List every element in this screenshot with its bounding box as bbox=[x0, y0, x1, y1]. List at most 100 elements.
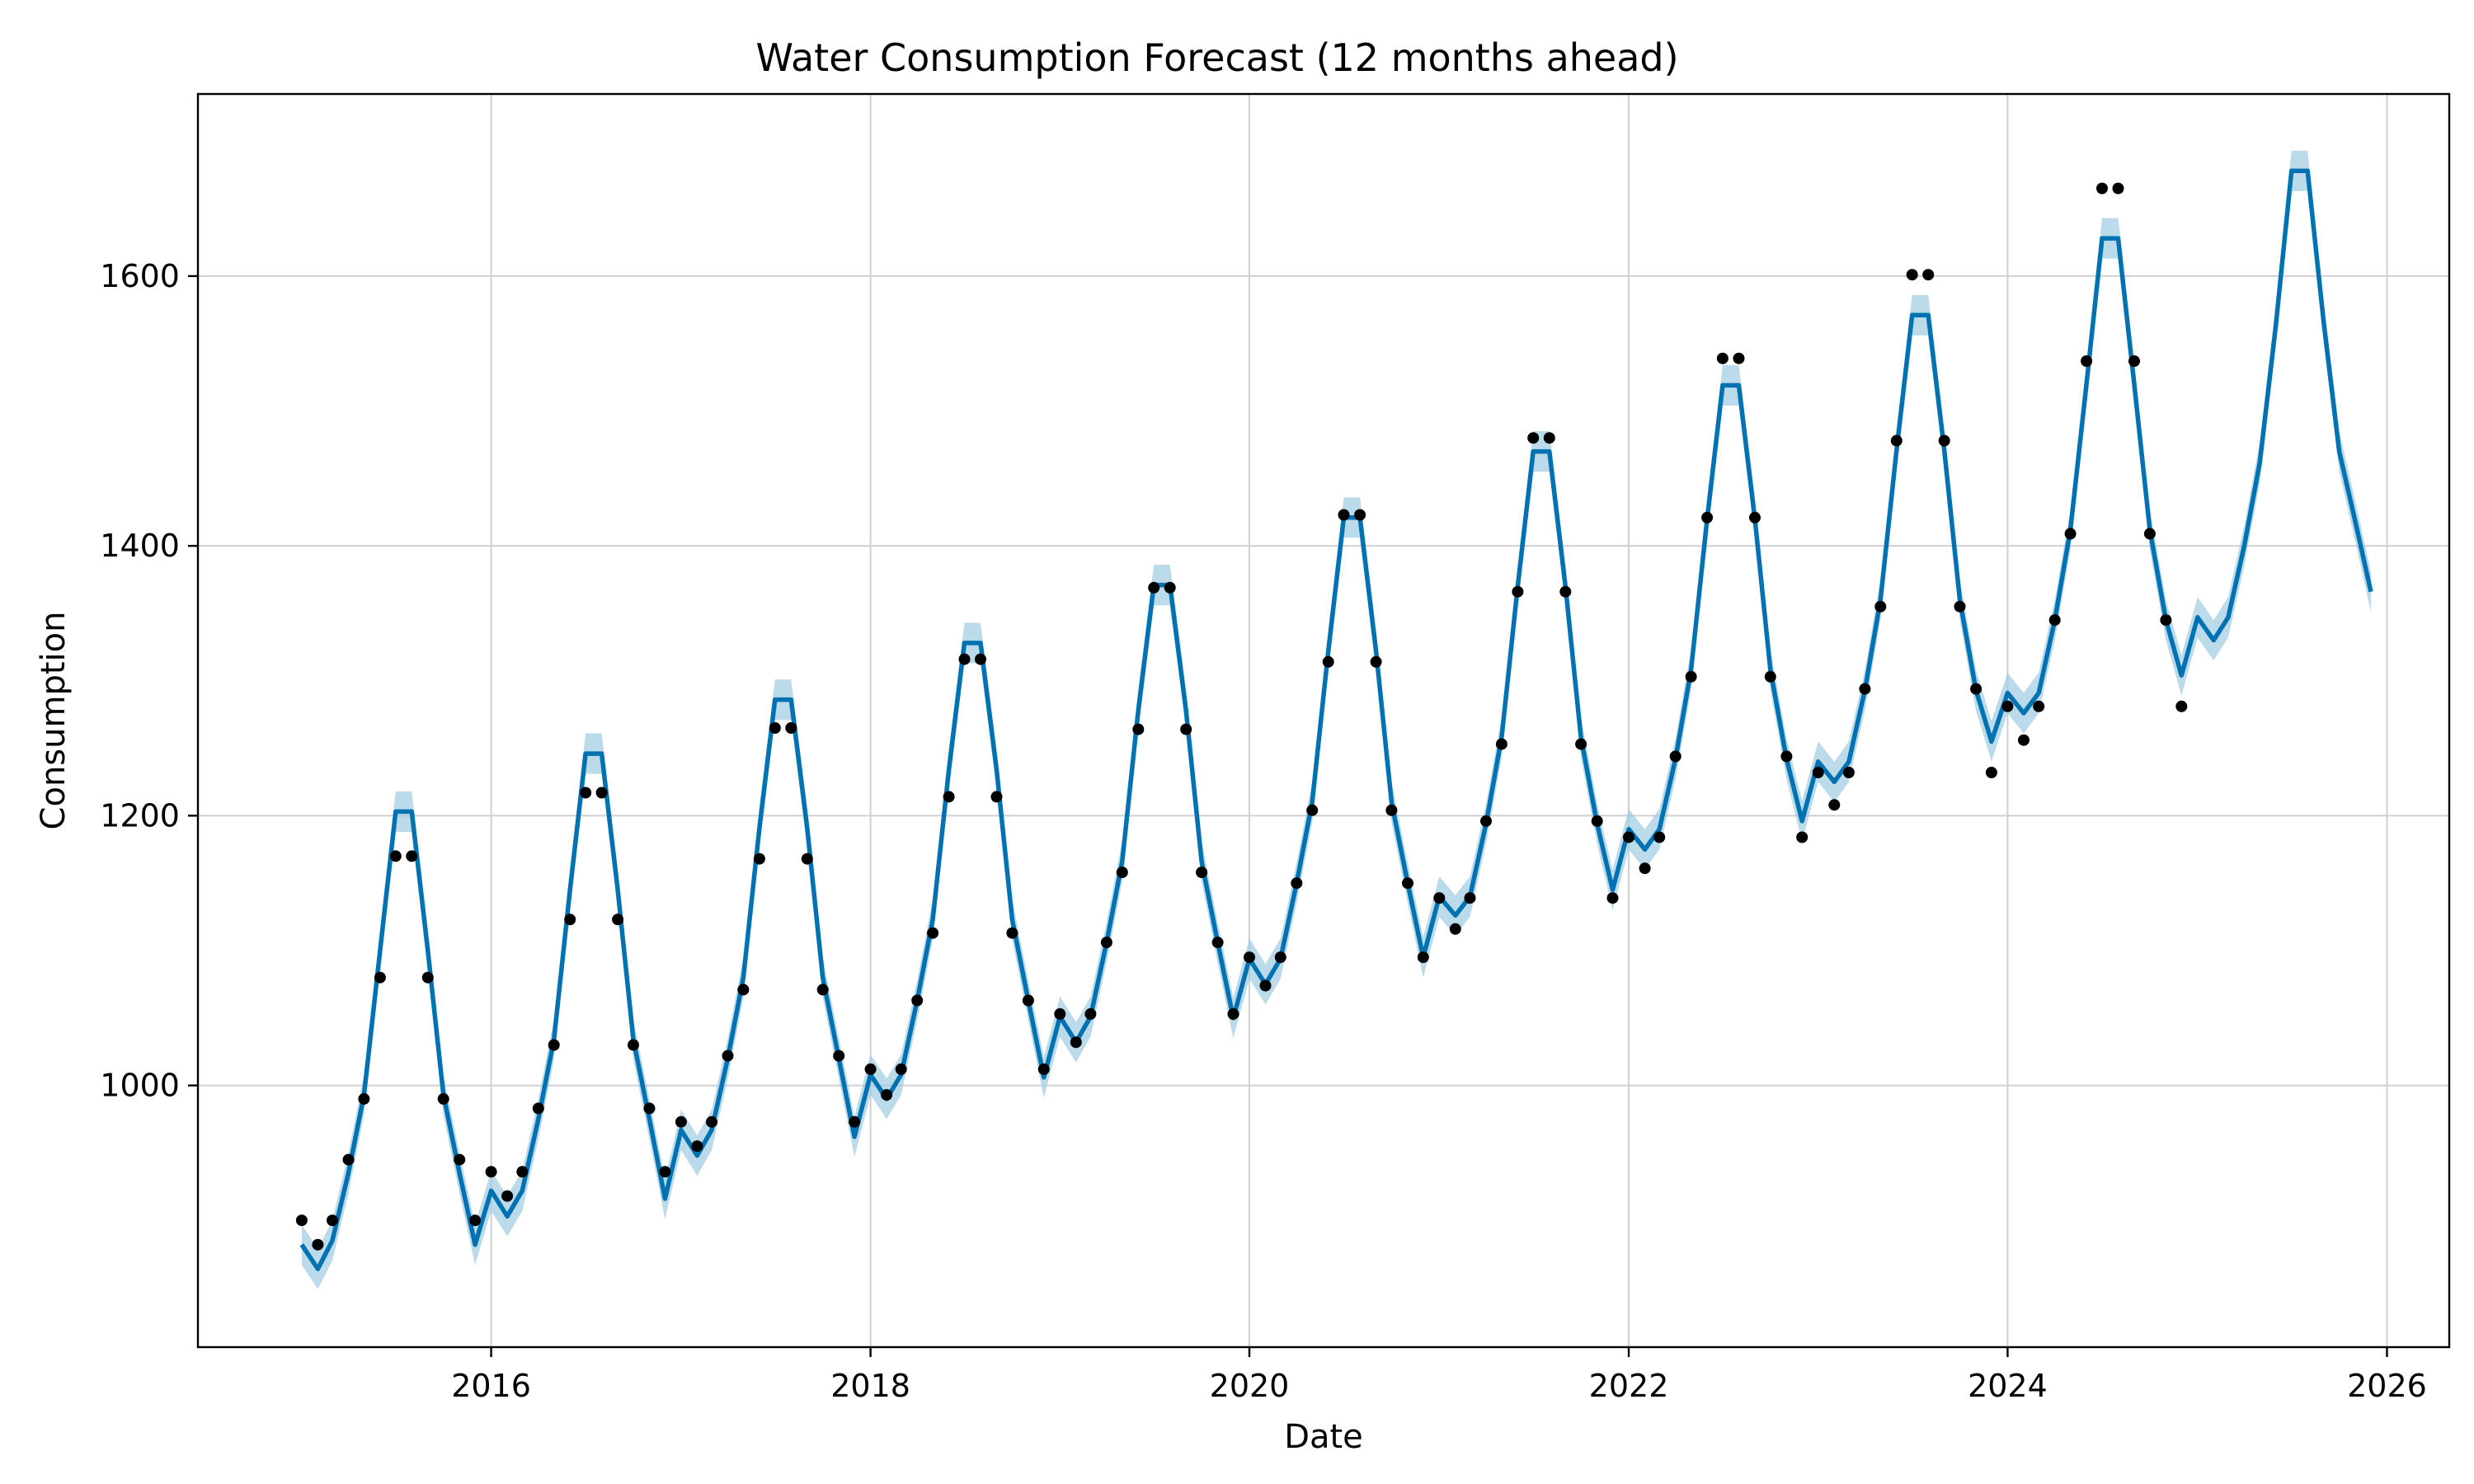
observed-data-point bbox=[1653, 831, 1666, 843]
observed-data-point bbox=[881, 1089, 893, 1101]
observed-data-point bbox=[2160, 614, 2172, 627]
x-tick-label: 2020 bbox=[1210, 1368, 1290, 1404]
observed-data-point bbox=[1495, 738, 1507, 750]
observed-data-point bbox=[816, 984, 829, 996]
observed-data-point bbox=[342, 1153, 355, 1166]
observed-data-point bbox=[1669, 750, 1681, 763]
observed-data-point bbox=[2128, 355, 2140, 367]
observed-data-point bbox=[1291, 877, 1303, 890]
observed-data-point bbox=[1764, 670, 1776, 683]
grid-lines bbox=[198, 94, 2449, 1347]
observed-data-point bbox=[1606, 892, 1619, 904]
observed-data-point bbox=[1022, 994, 1034, 1007]
forecast-series-line bbox=[299, 168, 2373, 1271]
y-tick-label: 1000 bbox=[100, 1068, 180, 1104]
observed-data-point bbox=[612, 913, 624, 926]
observed-data-point bbox=[1812, 767, 1824, 778]
observed-data-point bbox=[1433, 892, 1446, 904]
observed-data-point bbox=[1385, 804, 1398, 816]
observed-data-point bbox=[1100, 937, 1112, 949]
observed-data-point bbox=[1685, 670, 1697, 683]
observed-data-point bbox=[2001, 700, 2014, 712]
y-axis-ticks: 1000 1200 1400 1600 bbox=[100, 258, 198, 1104]
observed-data-point bbox=[1575, 738, 1587, 750]
observed-data-point bbox=[706, 1115, 717, 1128]
observed-data-point bbox=[1259, 979, 1272, 992]
observed-data-point bbox=[469, 1214, 482, 1227]
observed-data-point bbox=[1354, 509, 1366, 521]
observed-data-point bbox=[358, 1092, 370, 1105]
y-tick-label: 1600 bbox=[100, 258, 180, 294]
observed-data-point bbox=[1196, 866, 1208, 879]
observed-data-point bbox=[990, 791, 1003, 803]
uncertainty-band bbox=[301, 150, 2372, 1289]
observed-data-point bbox=[975, 653, 986, 665]
observed-data-point bbox=[958, 653, 971, 665]
observed-data-point bbox=[1070, 1036, 1082, 1049]
observed-data-point bbox=[389, 850, 402, 862]
observed-data-point bbox=[864, 1063, 877, 1075]
observed-data-point bbox=[1970, 683, 1982, 695]
observed-data-point bbox=[1890, 434, 1903, 447]
observed-data-point bbox=[580, 787, 592, 799]
observed-data-point bbox=[2033, 700, 2045, 712]
observed-data-point bbox=[2175, 700, 2188, 712]
observed-data-point bbox=[1180, 723, 1192, 735]
observed-data-point bbox=[1306, 804, 1319, 816]
observed-data-point bbox=[1148, 581, 1160, 594]
observed-data-point bbox=[849, 1115, 861, 1128]
x-tick-label: 2026 bbox=[2347, 1368, 2427, 1404]
chart-title: Water Consumption Forecast (12 months ah… bbox=[755, 35, 1678, 80]
observed-data-point bbox=[1985, 767, 1997, 778]
observed-data-point bbox=[406, 850, 418, 862]
observed-data-point bbox=[501, 1190, 514, 1202]
y-tick-label: 1200 bbox=[100, 797, 180, 834]
observed-data-point bbox=[564, 913, 576, 926]
observed-data-point bbox=[1859, 683, 1871, 695]
observed-data-point bbox=[532, 1102, 544, 1115]
observed-data-point bbox=[2048, 614, 2061, 627]
observed-data-point bbox=[2143, 528, 2156, 540]
observed-data-point bbox=[1132, 723, 1145, 735]
observed-points bbox=[295, 182, 2188, 1251]
observed-data-point bbox=[1591, 815, 1603, 827]
observed-data-point bbox=[911, 994, 924, 1007]
observed-data-point bbox=[1417, 951, 1429, 964]
observed-data-point bbox=[785, 722, 797, 734]
observed-data-point bbox=[1464, 892, 1476, 904]
observed-data-point bbox=[1639, 862, 1651, 875]
observed-data-point bbox=[1559, 585, 1572, 598]
observed-data-point bbox=[801, 852, 813, 865]
observed-data-point bbox=[643, 1102, 656, 1115]
observed-data-point bbox=[1211, 937, 1224, 949]
observed-data-point bbox=[2018, 734, 2030, 746]
observed-data-point bbox=[895, 1063, 907, 1075]
x-axis-label: Date bbox=[1284, 1418, 1363, 1456]
observed-data-point bbox=[753, 852, 765, 865]
observed-data-point bbox=[548, 1039, 560, 1051]
x-tick-label: 2018 bbox=[830, 1368, 910, 1404]
x-tick-label: 2016 bbox=[451, 1368, 531, 1404]
y-axis-label: Consumption bbox=[35, 612, 73, 830]
observed-data-point bbox=[2096, 182, 2108, 195]
x-tick-label: 2024 bbox=[1968, 1368, 2048, 1404]
y-tick-label: 1400 bbox=[100, 528, 180, 564]
observed-data-point bbox=[1402, 877, 1413, 890]
observed-data-point bbox=[927, 927, 939, 939]
observed-data-point bbox=[1227, 1007, 1239, 1020]
observed-data-point bbox=[374, 971, 386, 984]
observed-data-point bbox=[943, 791, 955, 803]
observed-data-point bbox=[1733, 352, 1745, 364]
observed-data-point bbox=[1749, 511, 1761, 524]
observed-data-point bbox=[1084, 1007, 1097, 1020]
observed-data-point bbox=[595, 787, 608, 799]
observed-data-point bbox=[312, 1238, 324, 1251]
observed-data-point bbox=[1037, 1063, 1050, 1075]
observed-data-point bbox=[1274, 951, 1286, 964]
observed-data-point bbox=[1527, 432, 1540, 444]
observed-data-point bbox=[1244, 951, 1255, 964]
observed-data-point bbox=[421, 971, 434, 984]
observed-data-point bbox=[1370, 655, 1382, 668]
observed-data-point bbox=[1906, 269, 1918, 281]
